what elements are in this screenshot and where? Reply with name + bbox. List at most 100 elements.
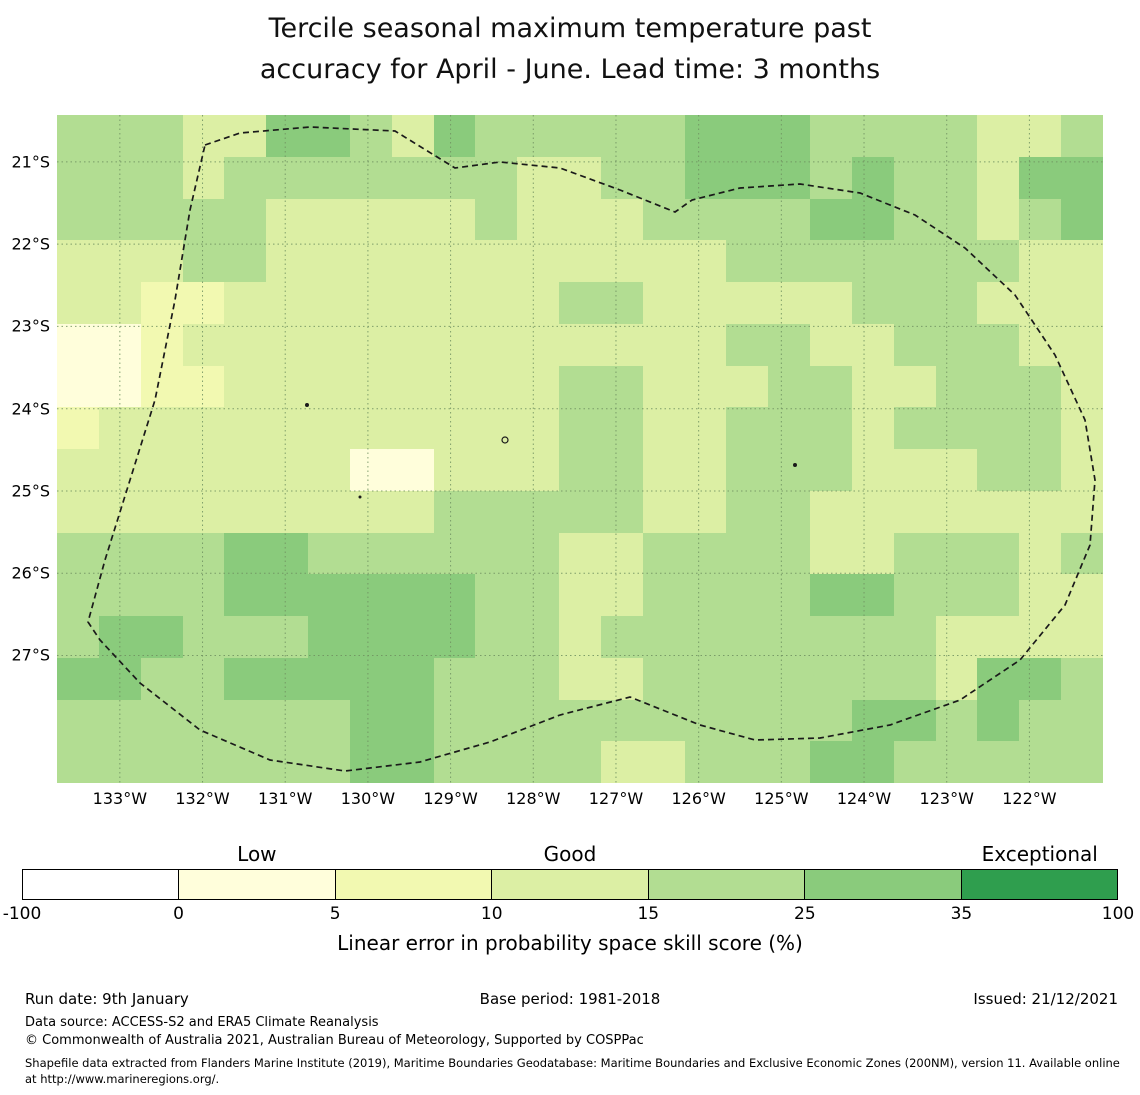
map-overlay [57,115,1103,783]
heatmap-cell [768,574,811,616]
heatmap-cell [224,490,267,533]
run-date-text: Run date: 9th January [25,990,189,1008]
heatmap-cell [600,407,643,449]
heatmap-cell [600,699,643,742]
heatmap-cell [140,449,183,491]
heatmap-cell [140,365,183,408]
heatmap-cell [224,449,267,491]
heatmap-cell [726,407,769,449]
heatmap-cell [57,407,99,449]
heatmap-cell [475,449,518,491]
heatmap-cell [308,532,350,575]
heatmap-cell [349,616,392,658]
heatmap-cell [684,741,727,783]
heatmap-cell [349,198,392,241]
colorbar-segment [334,870,492,899]
heatmap-cell [559,657,601,700]
heatmap-cell [349,449,392,491]
heatmap-cell [935,574,978,616]
heatmap-cell [768,156,811,199]
colorbar-segment [491,870,648,899]
colorbar-caption: Linear error in probability space skill … [337,931,803,955]
heatmap-cell [977,282,1020,324]
heatmap-cell [642,407,685,449]
heatmap-cell [140,198,183,241]
heatmap-cell [935,741,978,783]
heatmap-cell [308,657,350,700]
heatmap-cell [726,323,769,366]
heatmap-cell [182,574,225,616]
heatmap-cell [893,449,936,491]
heatmap-cell [224,407,267,449]
heatmap-cell [893,616,936,658]
heatmap-cell [517,365,560,408]
heatmap-cell [433,449,476,491]
heatmap-cell [726,532,769,575]
heatmap-cell [1061,365,1103,408]
x-tick-label: 122°W [1002,789,1057,808]
heatmap-cell [684,282,727,324]
heatmap-cell [851,741,894,783]
heatmap-cell [726,365,769,408]
colorbar-region-label: Exceptional [981,842,1098,866]
heatmap-cell [1019,699,1062,742]
heatmap-cell [559,115,601,157]
issued-text: Issued: 21/12/2021 [973,990,1118,1008]
heatmap-cell [851,156,894,199]
heatmap-cell [433,407,476,449]
heatmap-cell [935,240,978,282]
heatmap-cell [600,323,643,366]
heatmap-cell [433,115,476,157]
heatmap-cell [140,156,183,199]
heatmap-cell [57,699,99,742]
y-tick-label: 22°S [11,234,50,254]
heatmap-cell [935,282,978,324]
heatmap-cell [475,198,518,241]
heatmap-cell [224,657,267,700]
heatmap-cell [1061,449,1103,491]
heatmap-cell [768,240,811,282]
x-tick-label: 129°W [423,789,478,808]
y-tick-label: 27°S [11,645,50,665]
heatmap-cell [349,365,392,408]
heatmap-cell [433,616,476,658]
heatmap-cell [224,699,267,742]
heatmap-cell [726,156,769,199]
base-period-text: Base period: 1981-2018 [479,990,661,1008]
heatmap-cell [1019,323,1062,366]
heatmap-cell [642,741,685,783]
heatmap-cell [935,156,978,199]
heatmap-cell [935,449,978,491]
heatmap-cell [768,198,811,241]
heatmap-cell [182,699,225,742]
heatmap-cell [935,699,978,742]
heatmap-cell [391,699,434,742]
heatmap-cell [140,490,183,533]
x-tick-label: 124°W [836,789,892,808]
colorbar-segment [804,870,961,899]
heatmap-cell [851,365,894,408]
heatmap-cell [308,741,350,783]
heatmap-cell [1061,657,1103,700]
heatmap-cell [935,616,978,658]
heatmap-cell [768,115,811,157]
heatmap-cell [893,532,936,575]
heatmap-cell [768,699,811,742]
heatmap-cell [57,365,99,408]
heatmap-cell [475,323,518,366]
copyright-text: © Commonwealth of Australia 2021, Austra… [25,1033,644,1048]
heatmap-cell [642,490,685,533]
heatmap-cell [517,282,560,324]
x-tick-label: 126°W [671,789,726,808]
heatmap-cell [224,282,267,324]
heatmap-cell [600,240,643,282]
heatmap-cell [475,532,518,575]
heatmap-cell [977,616,1020,658]
heatmap-cell [1019,115,1062,157]
heatmap-cell [391,741,434,783]
colorbar-segment [960,870,1117,899]
colorbar-tick-label: 15 [637,904,660,924]
colorbar-tick-label: 0 [173,904,184,924]
chart-title-line1: Tercile seasonal maximum temperature pas… [268,13,872,44]
heatmap-cell [475,115,518,157]
